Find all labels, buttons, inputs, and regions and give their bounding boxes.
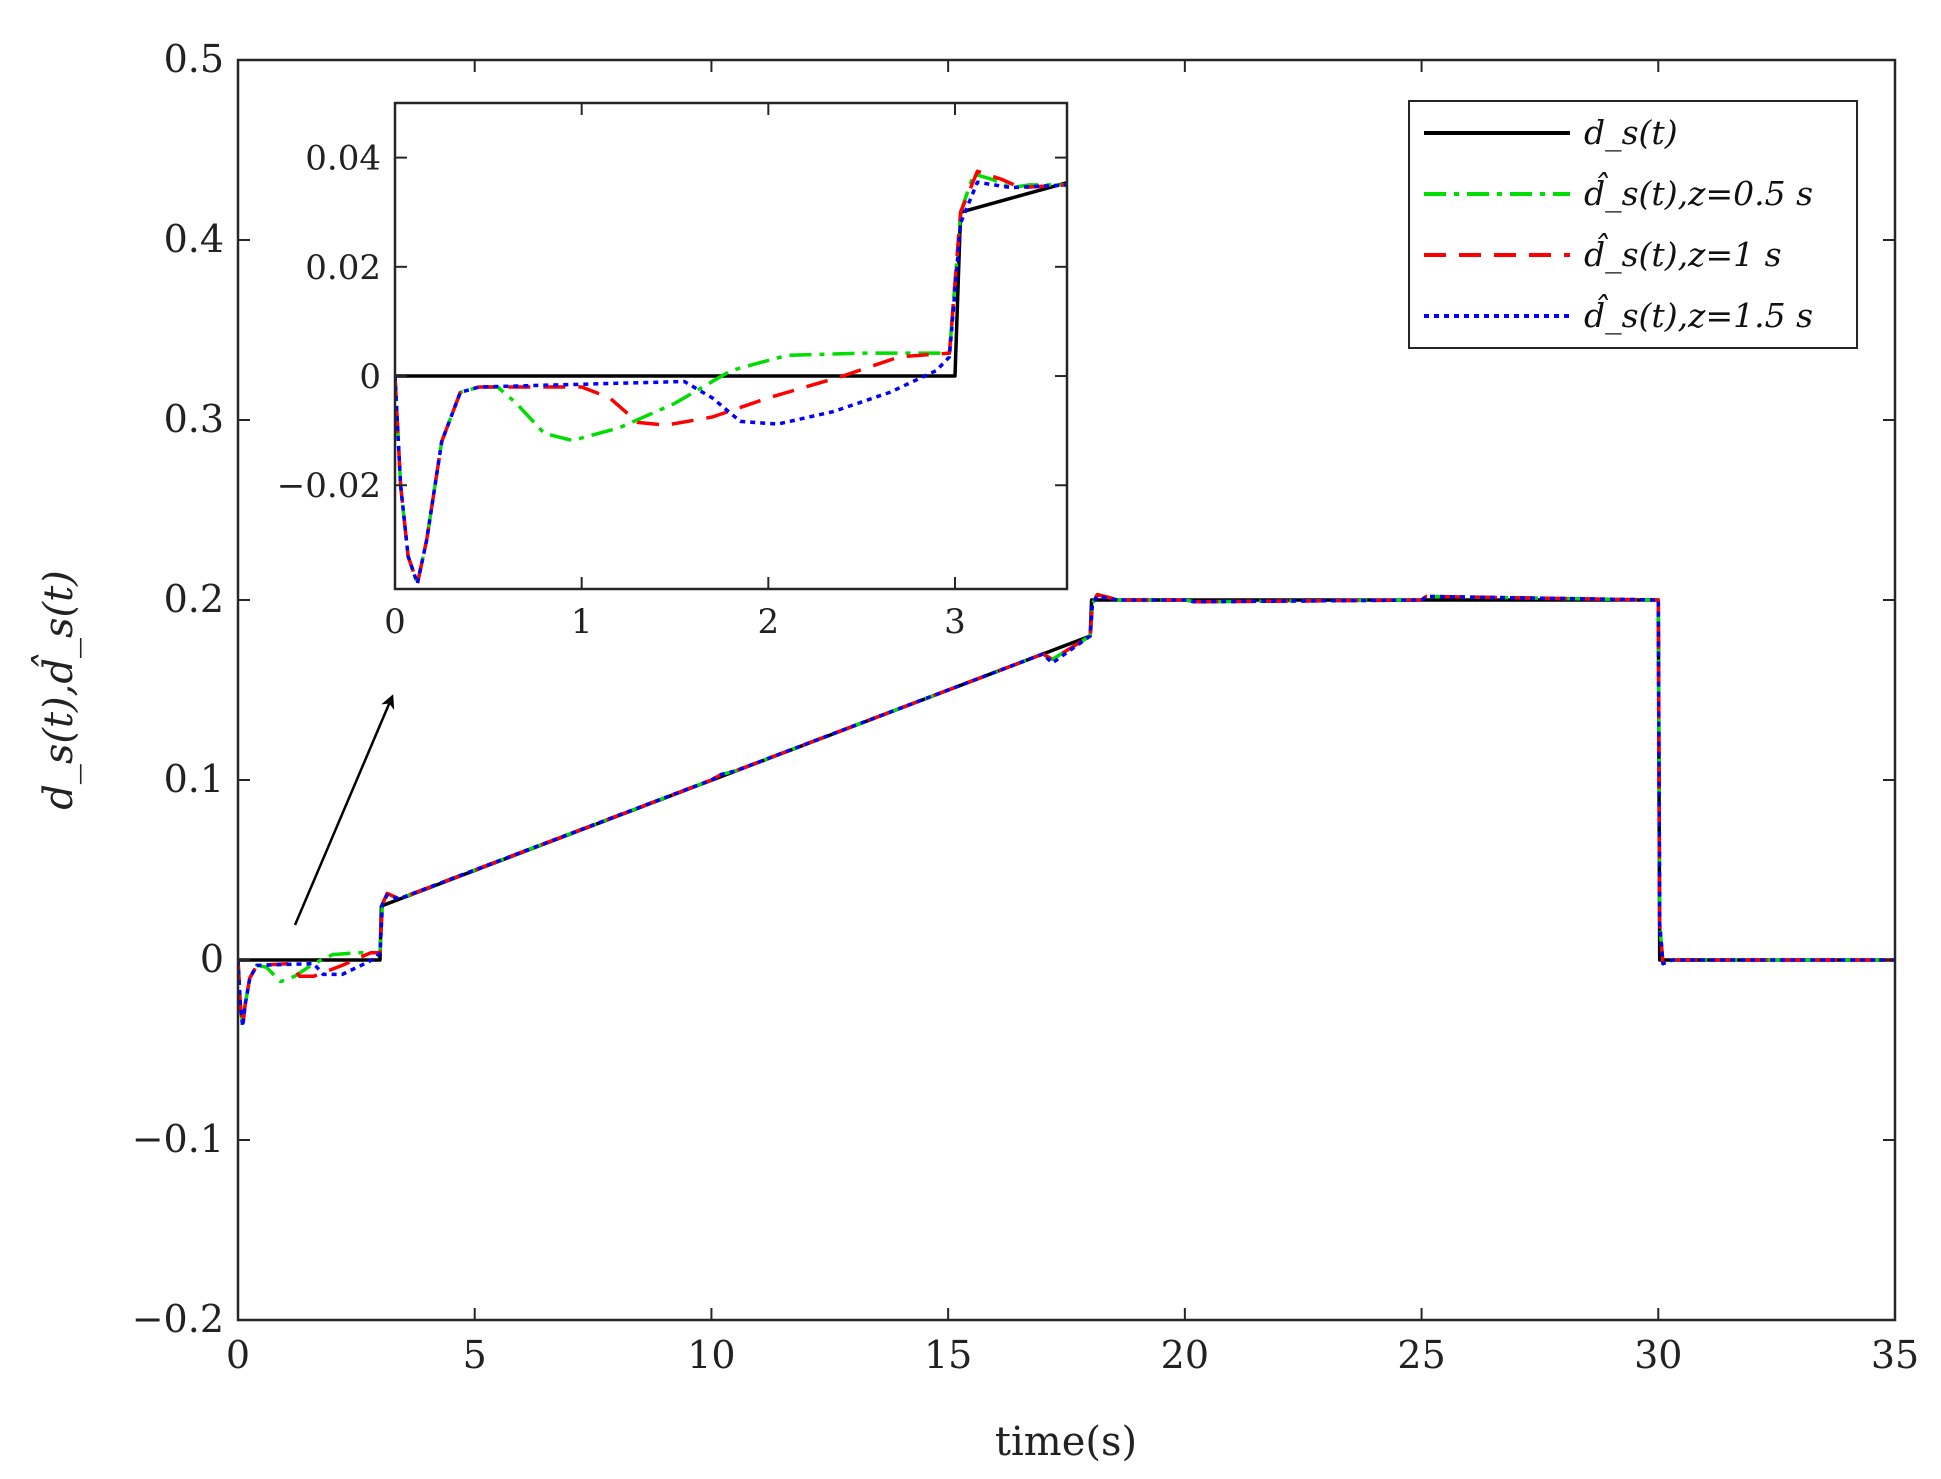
inset-x-tick-label: 3 bbox=[944, 602, 966, 642]
inset-x-tick-label: 1 bbox=[571, 602, 593, 642]
inset-background bbox=[395, 103, 1067, 589]
main-y-tick-label: 0.2 bbox=[164, 577, 224, 621]
inset-series-line-0 bbox=[395, 181, 1067, 378]
main-x-tick-label: 25 bbox=[1397, 1333, 1445, 1377]
main-series-line-1 bbox=[238, 592, 1895, 1029]
legend-label-2: d̂_s(t),z=1 s bbox=[1584, 232, 1782, 275]
legend-label-3: d̂_s(t),z=1.5 s bbox=[1584, 293, 1813, 336]
main-y-ticks: −0.2 −0.1 0 0.1 0.2 0.3 0.4 0.5 bbox=[132, 37, 1895, 1341]
main-x-ticks: 0 5 10 15 20 25 30 35 bbox=[226, 60, 1919, 1377]
inset-x-tick-label: 0 bbox=[384, 602, 406, 642]
inset-plot: 0 1 2 3 −0.02 0 0.02 0.04 bbox=[277, 101, 1069, 642]
main-series-line-3 bbox=[238, 594, 1895, 1029]
legend-label-1: d̂_s(t),z=0.5 s bbox=[1584, 171, 1813, 214]
main-axes-box bbox=[236, 58, 1897, 1322]
main-x-tick-label: 30 bbox=[1634, 1333, 1682, 1377]
legend-label-0: d_s(t) bbox=[1584, 113, 1678, 153]
y-axis-label: d_s(t),d̂_s(t) bbox=[32, 570, 82, 810]
main-y-tick-label: −0.2 bbox=[132, 1297, 224, 1341]
x-axis-label: time(s) bbox=[995, 1419, 1137, 1465]
inset-y-tick-label: 0 bbox=[359, 357, 381, 397]
main-series-line-2 bbox=[238, 592, 1895, 1029]
inset-y-tick-label: 0.04 bbox=[305, 139, 381, 179]
main-x-tick-label: 20 bbox=[1161, 1333, 1209, 1377]
main-x-tick-label: 0 bbox=[226, 1333, 250, 1377]
inset-series-group bbox=[395, 169, 1067, 586]
inset-series-line-3 bbox=[395, 180, 1067, 586]
zoom-arrow bbox=[293, 694, 395, 926]
inset-y-tick-label: 0.02 bbox=[305, 248, 381, 288]
main-x-tick-label: 5 bbox=[463, 1333, 487, 1377]
inset-y-ticks: −0.02 0 0.02 0.04 bbox=[277, 139, 1067, 506]
main-y-tick-label: 0 bbox=[200, 937, 224, 981]
legend-entries: d_s(t) d̂_s(t),z=0.5 s d̂_s(t),z=1 s d̂_s(t… bbox=[1424, 113, 1813, 336]
main-y-tick-label: 0.1 bbox=[164, 757, 224, 801]
main-y-tick-label: 0.4 bbox=[164, 217, 224, 261]
inset-axes-box bbox=[393, 101, 1069, 591]
main-y-tick-label: −0.1 bbox=[132, 1117, 224, 1161]
legend: d_s(t) d̂_s(t),z=0.5 s d̂_s(t),z=1 s d̂_s(t… bbox=[1408, 100, 1858, 349]
main-y-tick-label: 0.3 bbox=[164, 397, 224, 441]
inset-x-tick-label: 2 bbox=[758, 602, 780, 642]
main-x-tick-label: 10 bbox=[687, 1333, 735, 1377]
main-y-tick-label: 0.5 bbox=[164, 37, 224, 81]
main-x-tick-label: 15 bbox=[924, 1333, 972, 1377]
main-plot: 0 5 10 15 20 25 30 35 −0.2−0.100.10.20.30.40.5 … bbox=[32, 37, 1919, 1465]
main-x-tick-label: 35 bbox=[1871, 1333, 1919, 1377]
main-series-group bbox=[238, 592, 1895, 1029]
inset-y-tick-label: −0.02 bbox=[277, 466, 381, 506]
legend-box bbox=[1408, 100, 1858, 349]
